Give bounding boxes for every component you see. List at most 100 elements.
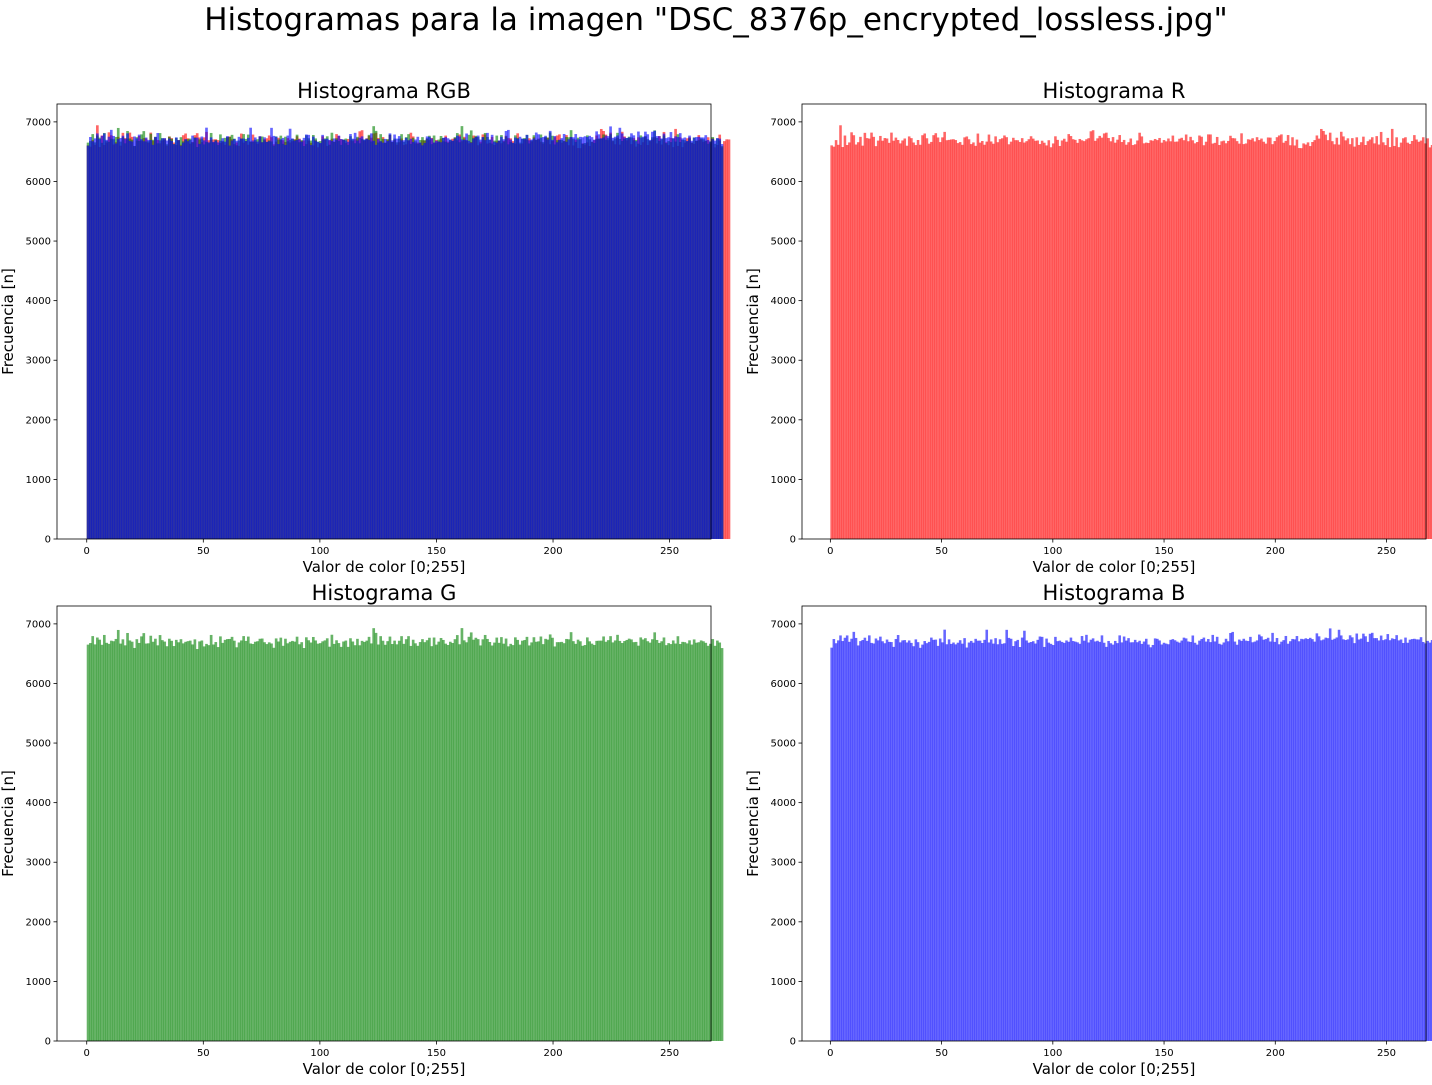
y-tick-label: 4000 <box>26 798 51 809</box>
histogram-bar <box>925 138 929 539</box>
histogram-bar <box>854 637 858 1041</box>
histogram-bar <box>365 640 369 1041</box>
histogram-bar <box>253 137 257 539</box>
histogram-bar <box>1065 141 1068 540</box>
histogram-bar <box>1098 135 1102 539</box>
histogram-bar <box>328 646 331 1041</box>
histogram-bar <box>1317 138 1321 540</box>
histogram-bar <box>606 136 610 539</box>
histogram-bar <box>416 645 420 1041</box>
histogram-bar <box>1328 132 1332 539</box>
histogram-bar <box>1284 635 1288 1041</box>
histogram-bar <box>1027 139 1031 539</box>
histogram-bar <box>683 137 687 539</box>
histogram-bar <box>1238 639 1241 1041</box>
histogram-bar <box>1397 147 1401 539</box>
histogram-bar <box>630 639 633 1041</box>
histogram-bar <box>539 137 543 539</box>
histogram-bar <box>1193 143 1197 539</box>
histogram-bar <box>191 644 194 1041</box>
histogram-bar <box>1063 138 1066 539</box>
histogram-bar <box>356 140 359 539</box>
histogram-bar <box>572 137 575 539</box>
histogram-bar <box>93 644 97 1041</box>
histogram-bar <box>994 136 997 539</box>
histogram-bar <box>1012 137 1015 539</box>
histogram-bar <box>843 637 847 1041</box>
x-tick-label: 0 <box>84 546 90 557</box>
histogram-bar <box>267 141 271 539</box>
histogram-bar <box>1311 639 1314 1041</box>
histogram-bar <box>1244 143 1248 539</box>
y-tick-label: 6000 <box>771 177 796 188</box>
histogram-bar <box>852 631 856 1041</box>
histogram-bar <box>249 643 252 1041</box>
histogram-bar <box>1209 642 1212 1041</box>
histogram-bar <box>989 639 993 1041</box>
histogram-bar <box>634 641 638 1041</box>
histogram-bar <box>1000 643 1004 1041</box>
histogram-bar <box>1125 640 1128 1041</box>
histogram-bar <box>451 140 454 539</box>
histogram-bar <box>516 639 520 1041</box>
histogram-bar <box>1271 144 1274 539</box>
histogram-bar <box>532 637 536 1041</box>
histogram-bar <box>388 133 392 540</box>
histogram-bar <box>1289 641 1292 1041</box>
histogram-bar <box>848 641 851 1041</box>
histogram-bar <box>109 129 113 539</box>
histogram-bar <box>837 144 840 540</box>
y-tick-label: 1000 <box>771 475 796 486</box>
histogram-bar <box>439 142 443 539</box>
histogram-bar <box>1366 641 1370 1041</box>
histogram-bar <box>374 632 378 1041</box>
histogram-bar <box>996 644 1000 1041</box>
x-tick-label: 100 <box>310 546 329 557</box>
histogram-bar <box>525 636 529 1041</box>
histogram-bar <box>186 641 190 1041</box>
histogram-bar <box>1140 643 1144 1041</box>
histogram-bar <box>344 140 348 539</box>
histogram-bar <box>1402 643 1405 1041</box>
histogram-bar <box>912 142 915 540</box>
histogram-bar <box>114 143 118 539</box>
histogram-bar <box>1094 641 1097 1041</box>
histogram-bar <box>1300 638 1303 1041</box>
histogram-bar <box>1377 144 1381 539</box>
histogram-bar <box>537 134 540 539</box>
histogram-bar <box>1359 638 1363 1041</box>
histogram-bar <box>1178 642 1181 1041</box>
histogram-bar <box>1382 142 1385 540</box>
histogram-bar <box>1266 137 1270 539</box>
histogram-bar <box>219 636 222 1041</box>
histogram-bar <box>1220 141 1223 539</box>
histogram-bar <box>690 644 694 1041</box>
histogram-bar <box>1118 635 1121 1041</box>
histogram-bar <box>551 139 554 539</box>
histogram-bar <box>599 640 603 1041</box>
histogram-bar <box>1251 642 1254 1041</box>
x-tick-label: 100 <box>310 1048 329 1059</box>
histogram-bar <box>1009 141 1013 539</box>
histogram-bar <box>936 645 940 1041</box>
histogram-bar <box>562 133 566 539</box>
histogram-bar <box>976 640 980 1041</box>
histogram-bar <box>295 636 299 1041</box>
histogram-bar <box>646 134 650 539</box>
histogram-bar <box>177 140 180 540</box>
histogram-bar <box>525 134 529 539</box>
histogram-bar <box>507 129 510 539</box>
histogram-bar <box>1257 634 1261 1041</box>
histogram-bar <box>894 137 898 539</box>
histogram-bar <box>918 144 922 539</box>
histogram-bar <box>107 643 111 1041</box>
histogram-bar <box>1308 637 1312 1041</box>
histogram-bar <box>1009 638 1013 1041</box>
y-tick-label: 7000 <box>771 619 796 630</box>
histogram-bar <box>1382 640 1385 1041</box>
histogram-bar <box>235 140 239 539</box>
histogram-bar <box>1233 641 1237 1041</box>
histogram-bar <box>723 141 726 539</box>
histogram-bar <box>495 637 499 1041</box>
histogram-bar <box>286 643 290 1041</box>
